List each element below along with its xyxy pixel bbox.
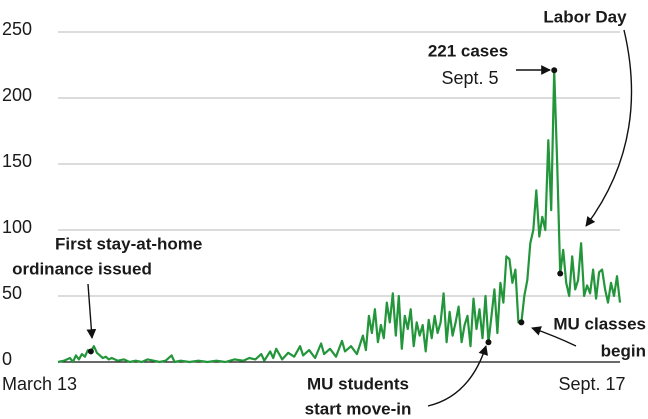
annotation-dot xyxy=(485,339,492,346)
annotation-dot xyxy=(551,67,558,74)
annotation-text: First stay-at-home xyxy=(55,234,202,253)
y-tick-label: 100 xyxy=(2,217,32,237)
annotation-arrow xyxy=(427,345,488,407)
annotation-text: Sept. 5 xyxy=(441,68,498,88)
annotation-text: MU classes xyxy=(553,314,646,333)
y-tick-label: 150 xyxy=(2,151,32,171)
annotation-arrow xyxy=(531,326,577,347)
x-tick-label: March 13 xyxy=(2,374,77,394)
annotation-dot xyxy=(518,319,525,326)
y-tick-label: 0 xyxy=(2,349,12,369)
annotation-dot xyxy=(87,348,94,355)
annotation-arrow xyxy=(585,29,633,227)
annotation-text: Labor Day xyxy=(543,7,627,26)
y-tick-label: 200 xyxy=(2,85,32,105)
annotation-dot xyxy=(557,270,564,277)
annotation-text: start move-in xyxy=(305,399,412,418)
annotation-text: begin xyxy=(601,341,646,360)
y-tick-label: 50 xyxy=(2,283,22,303)
annotation-text: MU students xyxy=(307,374,409,393)
annotation-text: ordinance issued xyxy=(12,259,152,278)
x-tick-label: Sept. 17 xyxy=(558,374,625,394)
data-line xyxy=(57,69,622,364)
y-tick-label: 250 xyxy=(2,19,32,39)
annotation-arrow xyxy=(86,283,97,339)
annotation-text: 221 cases xyxy=(428,41,508,60)
